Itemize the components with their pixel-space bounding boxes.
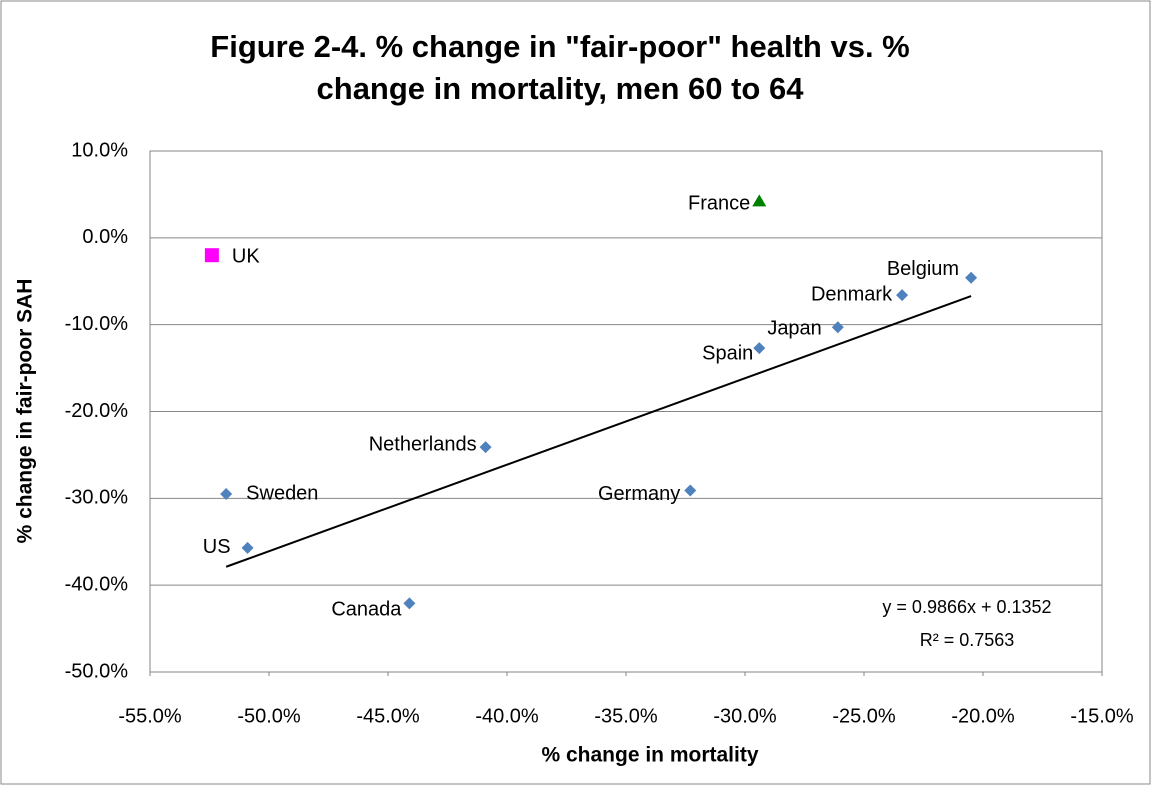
trendline-r2: R² = 0.7563: [920, 630, 1015, 650]
data-point: [965, 271, 978, 284]
data-point: [831, 321, 844, 334]
y-tick-label: -10.0%: [65, 313, 129, 335]
y-tick-label: -40.0%: [65, 573, 129, 595]
x-tick-label: -55.0%: [118, 705, 182, 727]
x-tick-label: -20.0%: [951, 705, 1015, 727]
y-tick-label: -50.0%: [65, 660, 129, 682]
point-label: Japan: [767, 318, 822, 340]
y-tick-label: -30.0%: [65, 487, 129, 509]
trendline-equation: y = 0.9866x + 0.1352: [882, 597, 1051, 617]
point-label: Sweden: [246, 482, 318, 504]
y-tick-label: 0.0%: [82, 226, 128, 248]
x-tick-label: -30.0%: [713, 705, 777, 727]
data-point: [479, 441, 492, 454]
point-label: US: [203, 536, 231, 558]
data-point: [204, 248, 219, 263]
chart-title: change in mortality, men 60 to 64: [317, 71, 805, 106]
data-point: [684, 484, 697, 497]
point-label: Germany: [598, 483, 680, 505]
x-tick-label: -25.0%: [832, 705, 896, 727]
data-point: [220, 487, 233, 500]
data-point: [403, 597, 416, 610]
point-label: Netherlands: [369, 433, 477, 455]
y-axis-title: % change in fair-poor SAH: [14, 279, 37, 544]
point-label: Denmark: [811, 283, 893, 305]
x-tick-label: -15.0%: [1070, 705, 1134, 727]
point-label: Spain: [702, 342, 753, 364]
data-point: [752, 194, 767, 207]
trendline: [225, 295, 972, 568]
x-tick-label: -40.0%: [475, 705, 539, 727]
data-point: [753, 342, 766, 355]
data-point: [896, 289, 909, 302]
y-tick-label: -20.0%: [65, 400, 129, 422]
plot-area: [149, 150, 1103, 673]
data-point: [241, 541, 254, 554]
point-label: Canada: [331, 599, 402, 621]
x-tick-label: -35.0%: [594, 705, 658, 727]
point-label: Belgium: [887, 258, 959, 280]
x-tick-label: -50.0%: [237, 705, 301, 727]
point-label: France: [688, 193, 750, 215]
chart-title: Figure 2-4. % change in "fair-poor" heal…: [210, 29, 909, 64]
point-label: UK: [232, 245, 260, 267]
x-tick-label: -45.0%: [356, 705, 420, 727]
x-axis-title: % change in mortality: [541, 744, 758, 767]
y-tick-label: 10.0%: [71, 139, 128, 161]
